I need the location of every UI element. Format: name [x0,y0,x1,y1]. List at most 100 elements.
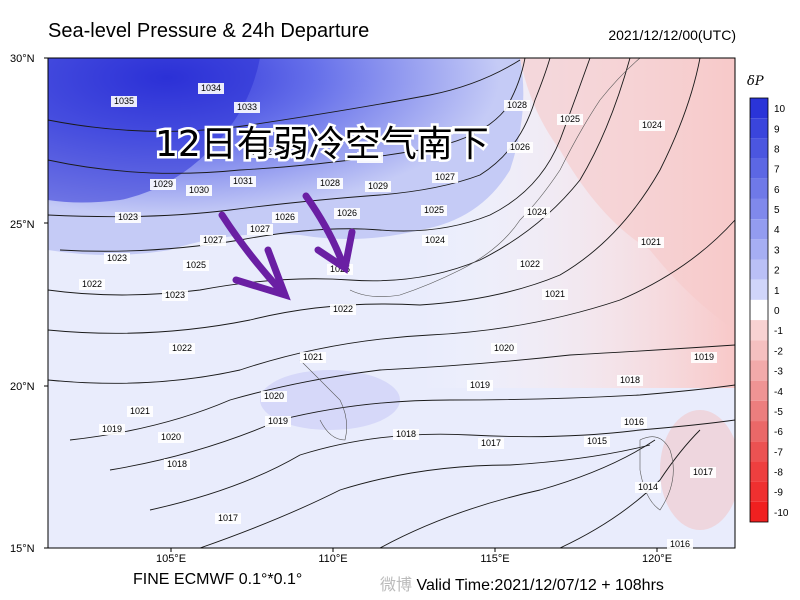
svg-text:1022: 1022 [520,259,540,269]
svg-text:1026: 1026 [510,142,530,152]
isobar-label: 1021 [638,237,664,248]
isobar-label: 1019 [467,380,493,391]
svg-text:1019: 1019 [102,424,122,434]
colorbar-tick-label: 3 [774,245,780,256]
svg-text:1026: 1026 [275,212,295,222]
svg-text:1020: 1020 [264,391,284,401]
colorbar-tick-label: -8 [774,468,783,479]
svg-text:1019: 1019 [268,416,288,426]
colorbar-segment [750,279,768,300]
isobar-label: 1022 [517,259,543,270]
lon-labels: 105°E 110°E 115°E 120°E [156,553,672,565]
colorbar-segment [750,501,768,522]
colorbar-tick-label: -2 [774,346,783,357]
overlay-text: 12日有弱冷空气南下 [155,124,489,165]
departure-field [48,58,735,548]
lat-label-25: 25°N [10,219,35,231]
isobar-label: 1017 [215,513,241,524]
isobar-label: 1018 [164,459,190,470]
isobar-label: 1022 [169,343,195,354]
isobar-label: 1025 [183,260,209,271]
isobar-label: 1023 [104,253,130,264]
isobar-label: 1019 [265,416,291,427]
svg-text:1022: 1022 [333,304,353,314]
lon-label-110: 110°E [318,553,347,565]
lon-label-115: 115°E [480,553,509,565]
isobar-label: 1018 [393,429,419,440]
isobar-label: 1016 [621,417,647,428]
svg-text:1018: 1018 [396,429,416,439]
colorbar-tick-label: 2 [774,266,780,277]
chart-title: Sea-level Pressure & 24h Departure [48,20,370,42]
svg-text:1018: 1018 [167,459,187,469]
colorbar-tick-label: 6 [774,185,780,196]
isobar-label: 1026 [507,142,533,153]
colorbar-segment [750,118,768,139]
isobar-label: 1021 [542,289,568,300]
colorbar-tick-label: -6 [774,427,783,438]
colorbar-tick-label: -4 [774,387,783,398]
cold-air-arrow-east-head [314,228,356,274]
svg-text:1017: 1017 [481,438,501,448]
colorbar-segment [750,421,768,442]
isobar-label: 1027 [432,172,458,183]
svg-text:1028: 1028 [320,178,340,188]
colorbar-segment [750,138,768,159]
colorbar-segment [750,239,768,260]
colorbar-tick-label: -1 [774,326,783,337]
model-label: FINE ECMWF 0.1°*0.1° [133,571,303,588]
lat-label-30: 30°N [10,53,35,65]
isobar-label: 1034 [198,83,224,94]
colorbar-segment [750,98,768,119]
colorbar-tick-label: 0 [774,306,780,317]
svg-text:1031: 1031 [233,176,253,186]
svg-text:1022: 1022 [172,343,192,353]
svg-text:1029: 1029 [153,179,173,189]
isobar-label: 1030 [186,185,212,196]
isobar-label: 1027 [247,224,273,235]
isobar-lines [48,58,735,548]
isobar-label: 1035 [111,96,137,107]
lon-label-120: 120°E [642,553,672,565]
svg-text:1033: 1033 [237,102,257,112]
svg-text:1018: 1018 [620,375,640,385]
isobar-label: 1024 [639,120,665,131]
lon-label-105: 105°E [156,553,186,565]
colorbar-segment [750,299,768,321]
svg-text:1016: 1016 [624,417,644,427]
isobar-label: 1020 [491,343,517,354]
overlay-text-glow: 12日有弱冷空气南下 [155,124,489,165]
colorbar-segment [750,259,768,280]
svg-text:1017: 1017 [693,467,713,477]
forecast-datetime: 2021/12/12/00(UTC) [608,27,736,43]
isobar-label: 1023 [162,290,188,301]
svg-text:1028: 1028 [507,100,527,110]
colorbar-segment [750,320,768,341]
isobar-label: 1028 [317,178,343,189]
watermark: 微博 [380,577,413,594]
isobar-label: 1017 [690,467,716,478]
cold-air-arrow-west-head [232,246,291,301]
svg-text:1016: 1016 [670,539,690,549]
svg-text:1025: 1025 [560,114,580,124]
svg-text:1024: 1024 [425,235,445,245]
colorbar-segment [750,340,768,361]
svg-text:1035: 1035 [114,96,134,106]
isobar-label: 1033 [234,102,260,113]
isobar-label: 1024 [422,235,448,246]
isobar-label: 1028 [504,100,530,111]
valid-time-value: 2021/12/07/12 + 108hrs [494,577,664,594]
colorbar-segment [750,178,768,199]
colorbar-tick-label: -3 [774,367,783,378]
lat-label-15: 15°N [10,543,35,555]
svg-text:1025: 1025 [186,260,206,270]
valid-time-label: Valid Time: [416,577,495,594]
isobar-label: 1021 [127,406,153,417]
isobar-label: 1025 [557,114,583,125]
colorbar-segment [750,219,768,240]
isobar-label: 1032 [249,147,275,158]
isobar-labels: 1035 1034 1033 1032 1031 1030 1029 1029 1028 1028… [79,83,717,550]
isobar-label: 1018 [617,375,643,386]
isobar-label: 1027 [200,235,226,246]
svg-text:1014: 1014 [638,482,658,492]
